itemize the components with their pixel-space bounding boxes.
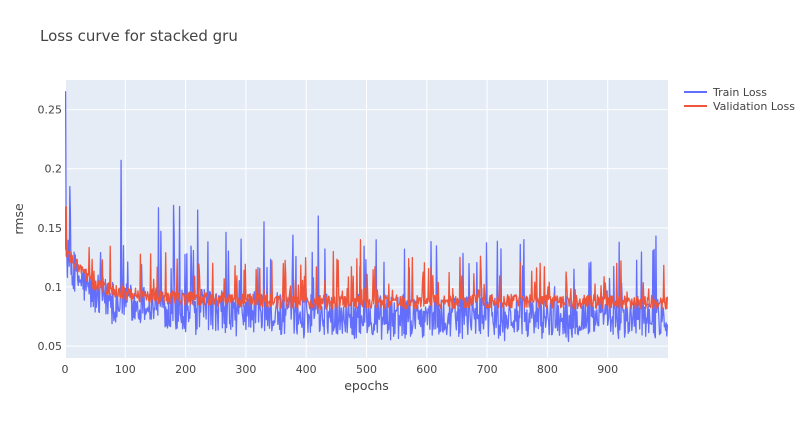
x-tick-label: 900	[597, 363, 618, 376]
x-tick-label: 100	[115, 363, 136, 376]
x-tick-label: 300	[235, 363, 256, 376]
x-tick-label: 200	[175, 363, 196, 376]
y-axis-title: rmse	[11, 203, 26, 235]
x-tick-label: 800	[537, 363, 558, 376]
legend-label-train-loss: Train Loss	[712, 86, 767, 99]
y-tick-label: 0.1	[45, 281, 63, 294]
y-tick-label: 0.05	[38, 340, 63, 353]
y-axis-ticks: 0.05 0.1 0.15 0.2 0.25	[38, 104, 63, 354]
x-tick-label: 600	[416, 363, 437, 376]
legend-item-validation-loss[interactable]: Validation Loss	[684, 100, 795, 113]
x-tick-label: 700	[477, 363, 498, 376]
y-tick-label: 0.15	[38, 222, 63, 235]
y-tick-label: 0.25	[38, 104, 63, 117]
x-axis-ticks: 0 100 200 300 400 500 600 700 800 900	[62, 363, 619, 376]
legend[interactable]: Train Loss Validation Loss	[684, 86, 795, 113]
x-tick-label: 0	[62, 363, 69, 376]
legend-label-validation-loss: Validation Loss	[713, 100, 795, 113]
x-tick-label: 400	[296, 363, 317, 376]
series-line-validation-loss	[65, 205, 668, 311]
x-axis-title: epochs	[344, 378, 389, 393]
y-tick-label: 0.2	[45, 163, 63, 176]
x-tick-label: 500	[356, 363, 377, 376]
series-line-train-loss	[65, 91, 668, 343]
legend-item-train-loss[interactable]: Train Loss	[684, 86, 767, 99]
chart-title: Loss curve for stacked gru	[40, 27, 238, 45]
